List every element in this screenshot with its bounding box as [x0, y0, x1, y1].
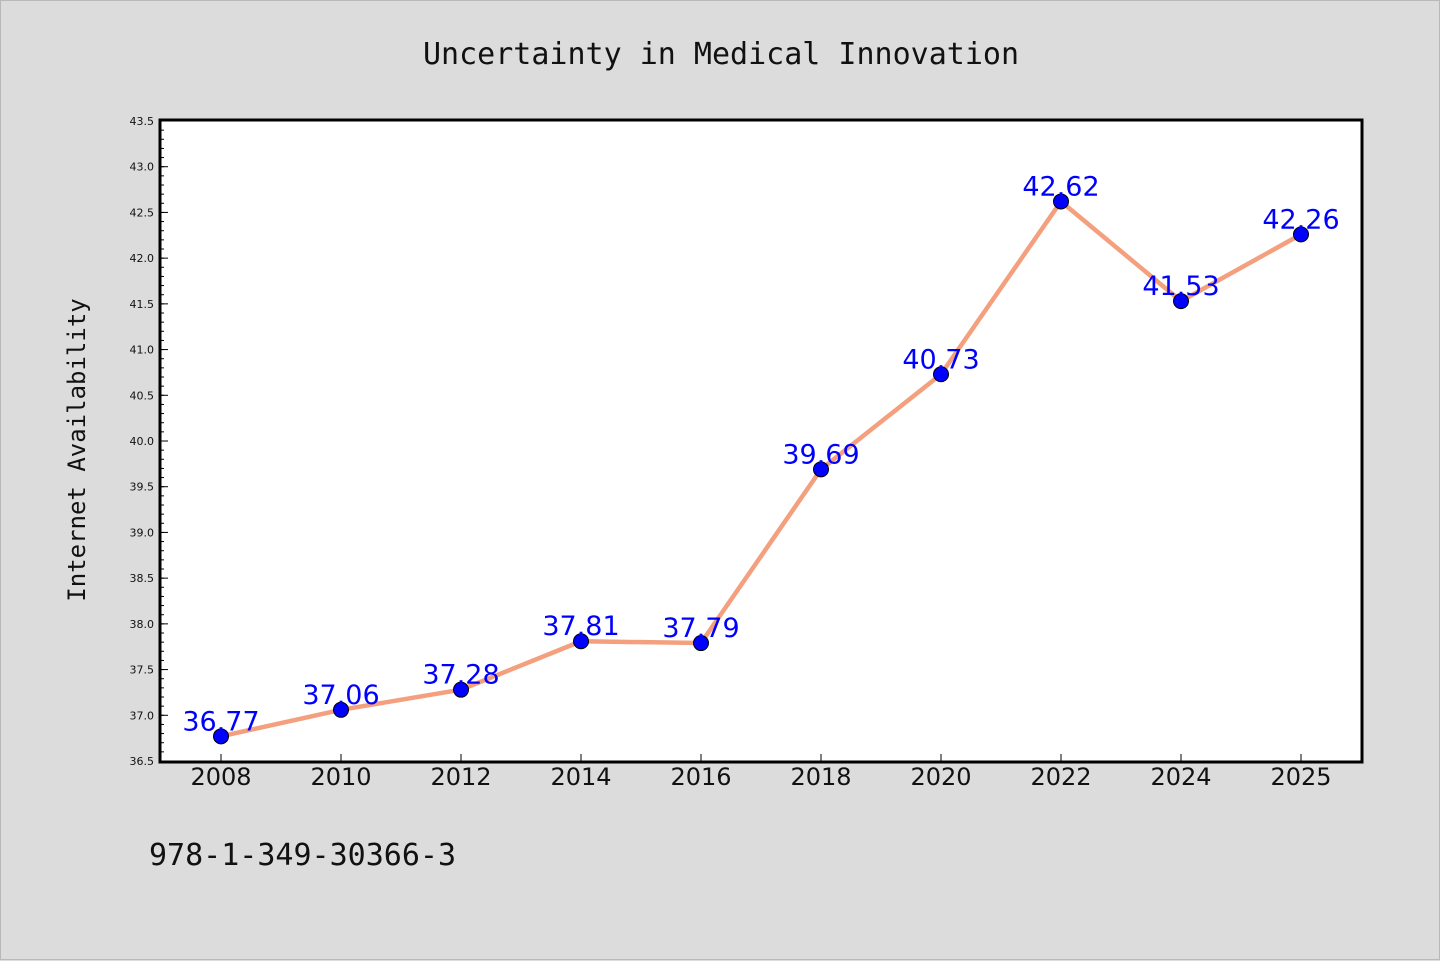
data-label: 41.53 — [1142, 271, 1219, 302]
x-tick-label: 2020 — [910, 763, 971, 791]
y-tick-label: 42.0 — [130, 252, 155, 265]
footer-code: 978-1-349-30366-3 — [149, 838, 456, 873]
x-tick-label: 2016 — [670, 763, 731, 791]
y-tick-label: 37.0 — [130, 709, 155, 722]
data-label: 42.26 — [1262, 204, 1339, 235]
data-label: 40.73 — [902, 344, 979, 375]
data-label: 37.79 — [662, 613, 739, 644]
y-axis: 36.5 37.0 37.5 38.0 38.5 39.0 39.5 40.0 40.5 41.0… — [130, 115, 168, 768]
data-point — [1053, 193, 1069, 210]
y-tick-label: 37.5 — [130, 664, 155, 677]
x-tick-label: 2010 — [310, 763, 371, 791]
data-label: 39.69 — [782, 439, 859, 470]
y-tick-label: 41.5 — [130, 298, 155, 311]
data-label: 37.28 — [422, 660, 499, 691]
x-tick-label: 2025 — [1270, 763, 1331, 791]
data-point — [1293, 226, 1309, 243]
x-tick-label: 2024 — [1150, 763, 1211, 791]
y-tick-label: 38.0 — [130, 618, 155, 631]
y-tick-label: 39.5 — [130, 481, 155, 494]
x-tick-label: 2008 — [190, 763, 251, 791]
y-tick-label: 42.5 — [130, 206, 155, 219]
data-label: 36.77 — [182, 706, 259, 737]
data-label: 37.06 — [302, 680, 379, 711]
plot-area — [158, 118, 1364, 764]
data-label: 42.62 — [1022, 171, 1099, 202]
x-tick-label: 2018 — [790, 763, 851, 791]
data-point — [933, 366, 949, 383]
data-point — [453, 681, 469, 698]
data-point — [213, 728, 229, 745]
x-tick-label: 2014 — [550, 763, 611, 791]
y-axis-label: Internet Availability — [63, 298, 91, 601]
chart-title: Uncertainty in Medical Innovation — [423, 37, 1019, 72]
x-tick-label: 2012 — [430, 763, 491, 791]
y-tick-label: 39.0 — [130, 526, 155, 539]
y-tick-label: 43.0 — [130, 161, 155, 174]
x-tick-label: 2022 — [1030, 763, 1091, 791]
data-point — [573, 633, 589, 650]
y-tick-label: 40.5 — [130, 389, 155, 402]
y-tick-label: 40.0 — [130, 435, 155, 448]
x-axis: 2008 2010 2012 2014 2016 2018 2020 2022 2024 2025 — [190, 754, 1332, 791]
y-tick-label: 43.5 — [130, 115, 155, 128]
data-point — [1173, 293, 1189, 310]
y-tick-label: 38.5 — [130, 572, 155, 585]
y-tick-label: 36.5 — [130, 755, 155, 768]
data-point — [333, 701, 349, 718]
data-point — [813, 461, 829, 478]
data-point — [693, 635, 709, 652]
series-line — [218, 199, 1304, 739]
y-tick-label: 41.0 — [130, 344, 155, 357]
data-label: 37.81 — [542, 611, 619, 642]
series-group: 36.77 37.06 37.28 37.81 37.79 39.69 40.73 42.62… — [182, 171, 1340, 745]
